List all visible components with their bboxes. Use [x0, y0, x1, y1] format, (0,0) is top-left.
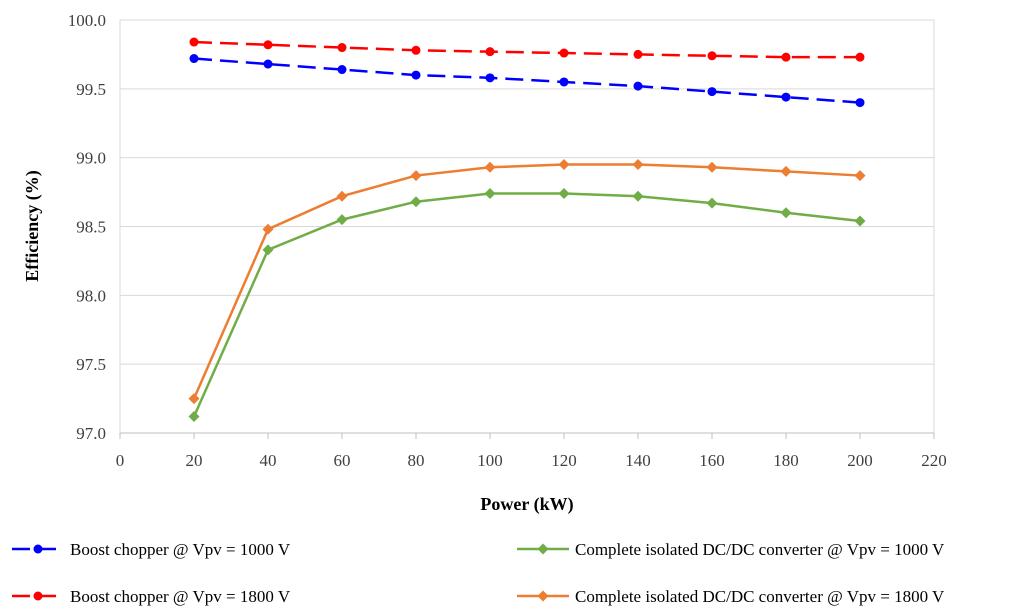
- legend-item: Boost chopper @ Vpv = 1800 V: [12, 587, 291, 606]
- data-point-marker: [780, 165, 792, 177]
- legend-item: Complete isolated DC/DC converter @ Vpv …: [517, 587, 945, 606]
- y-tick-label: 99.0: [76, 149, 106, 168]
- data-point-marker: [780, 207, 792, 219]
- y-tick-label: 98.5: [76, 218, 106, 237]
- axes: [119, 19, 935, 439]
- data-point-marker: [337, 43, 347, 53]
- legend-label: Boost chopper @ Vpv = 1800 V: [70, 587, 291, 606]
- data-point-marker: [537, 543, 549, 555]
- series-complete-isolated-dc-dc-converter-vpv-1800-v: [188, 159, 866, 405]
- series-line: [193, 40, 860, 59]
- data-point-marker: [707, 51, 717, 61]
- data-point-marker: [559, 48, 569, 58]
- data-point-marker: [263, 40, 273, 50]
- data-point-marker: [706, 197, 718, 209]
- x-tick-label: 80: [408, 451, 425, 470]
- y-axis-title: Efficiency (%): [22, 170, 43, 281]
- data-point-marker: [33, 544, 43, 554]
- data-point-marker: [781, 52, 791, 62]
- x-tick-label: 200: [847, 451, 873, 470]
- data-point-marker: [485, 73, 495, 83]
- data-point-marker: [336, 190, 348, 202]
- data-point-marker: [707, 87, 717, 97]
- x-tick-label: 40: [260, 451, 277, 470]
- data-point-marker: [484, 161, 496, 173]
- y-tick-label: 100.0: [68, 11, 106, 30]
- data-point-marker: [188, 393, 200, 405]
- data-point-marker: [633, 81, 643, 91]
- legend-label: Boost chopper @ Vpv = 1000 V: [70, 540, 291, 559]
- x-axis-title: Power (kW): [480, 494, 573, 515]
- x-tick-label: 0: [116, 451, 125, 470]
- data-point-marker: [537, 590, 549, 602]
- x-tick-label: 220: [921, 451, 947, 470]
- legend-label: Complete isolated DC/DC converter @ Vpv …: [575, 540, 945, 559]
- data-point-marker: [262, 223, 274, 235]
- series-complete-isolated-dc-dc-converter-vpv-1000-v: [188, 187, 866, 422]
- data-point-marker: [558, 187, 570, 199]
- data-point-marker: [559, 77, 569, 87]
- series-boost-chopper-vpv-1800-v: [189, 37, 865, 62]
- data-point-marker: [854, 215, 866, 227]
- data-point-marker: [855, 98, 865, 108]
- data-point-marker: [632, 190, 644, 202]
- series-line: [193, 57, 861, 104]
- series-line: [192, 192, 861, 417]
- x-tick-label: 120: [551, 451, 577, 470]
- data-point-marker: [410, 196, 422, 208]
- data-point-marker: [484, 187, 496, 199]
- x-tick-label: 20: [186, 451, 203, 470]
- x-tick-label: 160: [699, 451, 725, 470]
- legend-item: Complete isolated DC/DC converter @ Vpv …: [517, 540, 945, 559]
- y-tick-labels: 97.0 97.5 98.0 98.5 99.0 99.5 100.0: [68, 11, 106, 443]
- data-point-marker: [410, 170, 422, 182]
- data-point-marker: [706, 161, 718, 173]
- legend-label: Complete isolated DC/DC converter @ Vpv …: [575, 587, 945, 606]
- data-point-marker: [632, 159, 644, 171]
- data-point-marker: [337, 65, 347, 75]
- y-tick-label: 97.5: [76, 355, 106, 374]
- legend: Boost chopper @ Vpv = 1000 V Complete iso…: [12, 540, 945, 606]
- y-tick-label: 99.5: [76, 80, 106, 99]
- data-point-marker: [411, 45, 421, 55]
- series-boost-chopper-vpv-1000-v: [189, 54, 865, 108]
- data-point-marker: [263, 59, 273, 69]
- data-point-marker: [781, 92, 791, 102]
- x-tick-label: 60: [334, 451, 351, 470]
- data-point-marker: [854, 170, 866, 182]
- data-point-marker: [189, 54, 199, 64]
- data-point-marker: [262, 244, 274, 256]
- data-point-marker: [855, 52, 865, 62]
- data-point-marker: [336, 214, 348, 226]
- series-line: [192, 163, 861, 400]
- x-tick-label: 140: [625, 451, 651, 470]
- data-series: [188, 37, 866, 422]
- y-tick-label: 97.0: [76, 424, 106, 443]
- data-point-marker: [33, 591, 43, 601]
- x-tick-label: 100: [477, 451, 503, 470]
- data-point-marker: [633, 49, 643, 59]
- y-tick-label: 98.0: [76, 286, 106, 305]
- x-tick-labels: 0 20 40 60 80 100 120 140 160 180 200 220: [116, 451, 947, 470]
- data-point-marker: [188, 410, 200, 422]
- x-tick-label: 180: [773, 451, 799, 470]
- data-point-marker: [558, 159, 570, 171]
- data-point-marker: [485, 47, 495, 57]
- legend-item: Boost chopper @ Vpv = 1000 V: [12, 540, 291, 559]
- data-point-marker: [411, 70, 421, 80]
- data-point-marker: [189, 37, 199, 47]
- gridlines: [120, 19, 934, 434]
